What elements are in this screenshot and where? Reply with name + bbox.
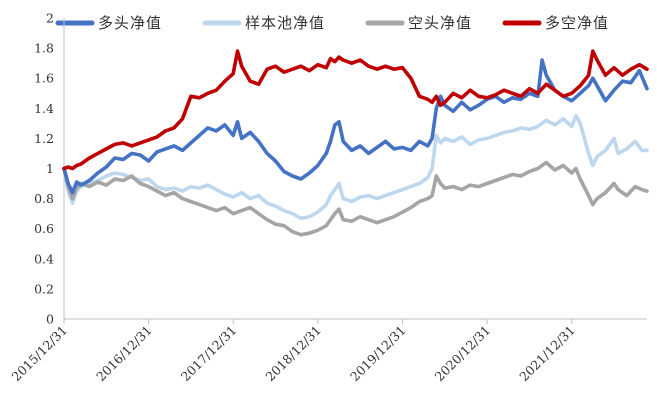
- y-tick-label: 2: [46, 11, 54, 26]
- legend-item-longshort: 多空净值: [502, 14, 609, 32]
- series-line-pool: [62, 114, 649, 220]
- y-tick-label: 0.8: [34, 191, 54, 206]
- legend-label-longshort: 多空净值: [545, 14, 609, 32]
- x-tick-label: 2018/12/31: [262, 323, 324, 385]
- y-tick-label: 0.6: [34, 221, 54, 236]
- legend-label-long: 多头净值: [98, 14, 162, 32]
- y-tick-label: 0.2: [34, 281, 54, 296]
- series-line-longshort: [62, 49, 649, 171]
- series-line-long: [62, 58, 649, 195]
- legend-item-long: 多头净值: [55, 14, 162, 32]
- y-tick-label: 1.4: [34, 101, 54, 116]
- y-tick-label: 0: [46, 312, 54, 327]
- x-tick-label: 2019/12/31: [347, 323, 409, 385]
- x-tick-label: 2020/12/31: [432, 323, 494, 385]
- y-tick-label: 1.6: [34, 71, 54, 86]
- legend-label-pool: 样本池净值: [245, 14, 325, 32]
- x-tick-label: 2017/12/31: [178, 323, 240, 385]
- legend: 多头净值 样本池净值 空头净值 多空净值: [55, 14, 609, 32]
- x-tick-label: 2021/12/31: [516, 323, 578, 385]
- y-tick-label: 1: [46, 161, 54, 176]
- legend-label-short: 空头净值: [408, 14, 472, 32]
- x-tick-label: 2016/12/31: [93, 323, 155, 385]
- series-line-short: [62, 160, 649, 237]
- y-tick-label: 1.2: [34, 131, 54, 146]
- legend-item-pool: 样本池净值: [202, 14, 325, 32]
- x-tick-label: 2015/12/31: [9, 323, 71, 385]
- y-tick-label: 0.4: [34, 251, 54, 266]
- legend-item-short: 空头净值: [365, 14, 472, 32]
- y-tick-label: 1.8: [34, 41, 54, 56]
- series-lines: [62, 49, 649, 237]
